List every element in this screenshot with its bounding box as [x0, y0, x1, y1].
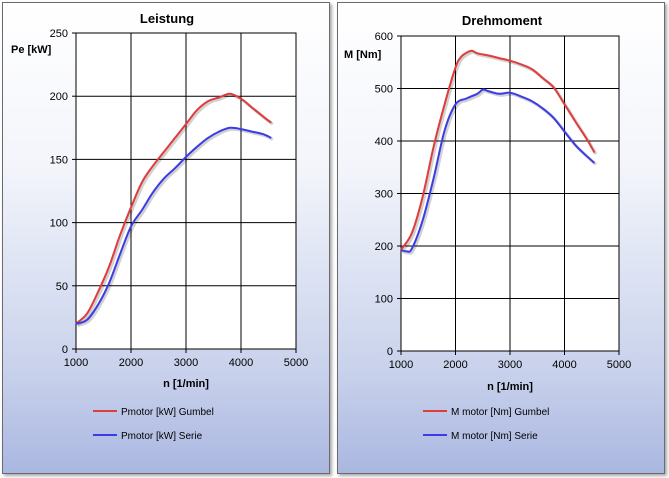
- power-x-axis-label: n [1/min]: [163, 378, 209, 390]
- power-chart: Leistung 1000 2000 3000 4000 5000 0 50 100 150 200…: [11, 11, 308, 442]
- chart-panel-power: Leistung 1000 2000 3000 4000 5000 0 50 100 150 200…: [2, 2, 330, 474]
- power-x-tick-label: 1000: [64, 357, 88, 369]
- torque-chart: Drehmoment 1000 2000 3000 4000 5000 0 100 200 300…: [344, 13, 631, 442]
- power-y-tick-label: 150: [50, 154, 68, 166]
- torque-y-tick-label: 500: [375, 84, 393, 96]
- power-y-tick-label: 200: [50, 91, 68, 103]
- power-legend-label: Pmotor [kW] Gumbel: [121, 407, 214, 418]
- power-y-tick-label: 0: [62, 344, 68, 356]
- power-x-tick-label: 2000: [119, 357, 143, 369]
- torque-legend-label: M motor [Nm] Serie: [451, 431, 538, 442]
- power-series-line-serie: [75, 126, 272, 325]
- power-series-line-gumbel: [75, 92, 272, 325]
- torque-y-tick-label: 300: [375, 189, 393, 201]
- torque-legend-label: M motor [Nm] Gumbel: [451, 407, 549, 418]
- torque-y-tick-label: 200: [375, 241, 393, 253]
- power-x-tick-label: 5000: [284, 357, 308, 369]
- power-y-tick-label: 50: [56, 281, 68, 293]
- torque-series-line-gumbel: [400, 49, 596, 251]
- power-chart-title: Leistung: [140, 11, 194, 26]
- power-legend-label: Pmotor [kW] Serie: [121, 431, 203, 442]
- torque-x-tick-label: 1000: [389, 359, 413, 371]
- power-y-tick-label: 100: [50, 218, 68, 230]
- torque-x-tick-label: 4000: [552, 359, 576, 371]
- torque-y-axis-label: M [Nm]: [344, 49, 382, 61]
- torque-chart-title: Drehmoment: [462, 13, 543, 28]
- torque-series-line-serie: [400, 88, 596, 253]
- torque-x-tick-label: 5000: [607, 359, 631, 371]
- power-x-tick-label: 3000: [174, 357, 198, 369]
- torque-x-tick-label: 2000: [443, 359, 467, 371]
- chart-panel-torque: Drehmoment 1000 2000 3000 4000 5000 0 100 200 300…: [337, 2, 665, 474]
- torque-y-tick-label: 400: [375, 136, 393, 148]
- power-series-shadow: [77, 127, 274, 327]
- torque-x-tick-label: 3000: [498, 359, 522, 371]
- torque-y-tick-label: 600: [375, 31, 393, 43]
- power-y-axis-label: Pe [kW]: [11, 44, 52, 56]
- torque-x-axis-label: n [1/min]: [487, 381, 533, 393]
- power-x-tick-label: 4000: [229, 357, 253, 369]
- torque-y-tick-label: 0: [387, 346, 393, 358]
- torque-y-tick-label: 100: [375, 294, 393, 306]
- power-y-tick-label: 250: [50, 28, 68, 40]
